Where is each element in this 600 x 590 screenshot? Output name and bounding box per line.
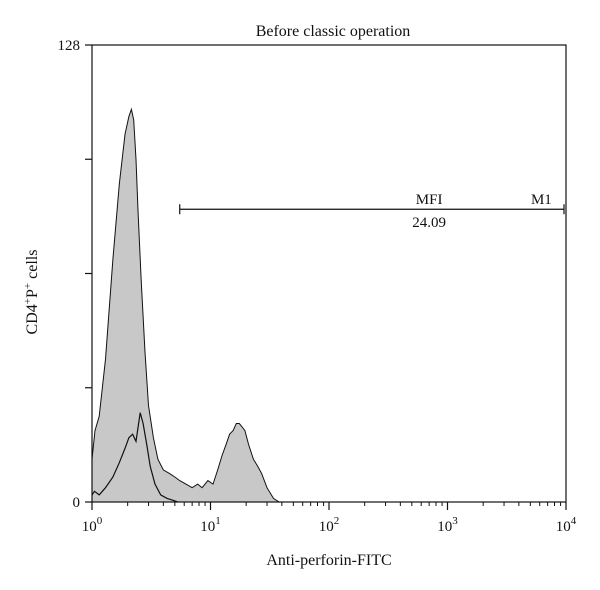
x-tick-label: 100	[82, 515, 103, 535]
y-label-sup2: +	[22, 283, 34, 289]
chart-title: Before classic operation	[256, 23, 411, 40]
y-label-tail: cells	[24, 250, 41, 283]
y-axis-label: CD4+P+ cells	[22, 250, 41, 335]
y-tick-label: 128	[58, 38, 81, 54]
x-axis-ticks: 100 101 102 103 104	[82, 502, 577, 535]
series-layer	[91, 107, 290, 503]
y-label-sup1: +	[22, 298, 34, 304]
x-tick-label: 101	[200, 515, 221, 535]
y-tick-label: 0	[73, 495, 81, 511]
y-label-base: CD4	[24, 304, 41, 334]
x-axis-label: Anti-perforin-FITC	[266, 552, 391, 569]
gate-marker-m1: MFI 24.09 M1	[179, 192, 565, 231]
overlay-histogram-line	[91, 412, 178, 503]
y-label-mid: P	[24, 289, 41, 298]
gate-stat-label: MFI	[416, 192, 443, 208]
gate-name-label: M1	[531, 192, 552, 208]
gate-stat-value: 24.09	[412, 215, 446, 231]
filled-histogram	[91, 107, 290, 503]
x-tick-label: 102	[319, 515, 340, 535]
x-tick-label: 103	[437, 515, 458, 535]
plot-frame	[91, 44, 567, 503]
x-tick-label: 104	[556, 515, 577, 535]
y-axis-ticks: 0 128	[58, 38, 92, 511]
